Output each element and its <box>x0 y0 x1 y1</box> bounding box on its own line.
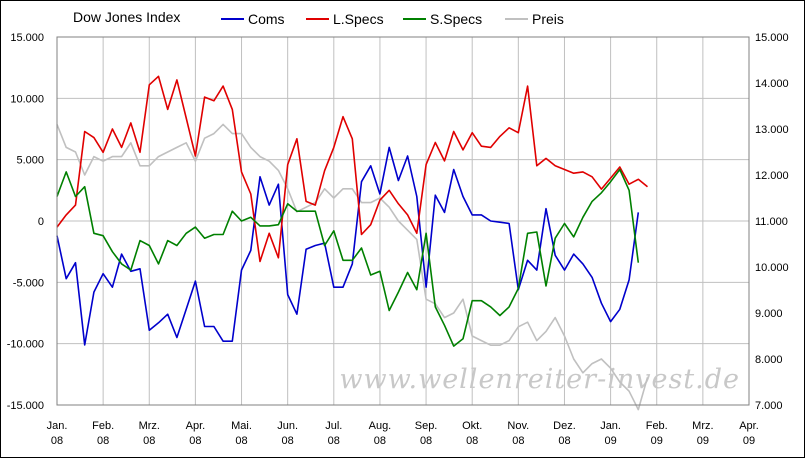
y-axis-right: 7.000 8.000 9.000 10.000 11.000 12.000 13.000 1… <box>755 32 789 412</box>
x-tick-year: 08 <box>558 435 570 447</box>
x-tick-month: Jul. <box>325 420 342 432</box>
x-tick-month: Mrz. <box>139 420 160 432</box>
plot-border <box>56 36 750 406</box>
x-tick-month: Nov. <box>507 420 529 432</box>
y-right-tick-label: 12.000 <box>755 170 789 182</box>
y-left-tick-label: 0 <box>38 216 44 228</box>
y-left-tick-label: 15.000 <box>10 32 44 44</box>
x-tick-month: Apr. <box>186 420 206 432</box>
x-tick-year: 08 <box>420 435 432 447</box>
series-line-preis <box>56 123 649 411</box>
y-right-tick-label: 15.000 <box>755 32 789 44</box>
legend-label: S.Specs <box>430 11 482 27</box>
x-tick-month: Sep. <box>415 420 438 432</box>
x-tick-year: 09 <box>604 435 616 447</box>
series-line-coms <box>56 146 640 346</box>
y-left-tick-label: -15.000 <box>7 400 44 412</box>
x-tick-month: Mai. <box>231 420 252 432</box>
watermark: www.wellenreiter-invest.de <box>339 364 740 395</box>
x-tick-year: 08 <box>374 435 386 447</box>
x-tick-month: Apr. <box>739 420 759 432</box>
series-line-s-specs <box>56 168 640 347</box>
x-tick-year: 08 <box>328 435 340 447</box>
y-right-tick-label: 7.000 <box>755 400 783 412</box>
x-tick-year: 08 <box>235 435 247 447</box>
x-tick-month: Feb. <box>92 420 114 432</box>
y-right-tick-label: 13.000 <box>755 124 789 136</box>
x-axis: Jan. 08 Feb. 08 Mrz. 08 Apr. 08 Mai. 08 Jun. 08 Jul.… <box>47 420 759 447</box>
y-left-tick-label: 10.000 <box>10 93 44 105</box>
y-axis-left: -15.000 -10.000 -5.000 0 5.000 10.000 15.000 <box>7 32 44 412</box>
x-tick-year: 09 <box>697 435 709 447</box>
x-tick-month: Jan. <box>47 420 68 432</box>
legend-label: Coms <box>248 11 285 27</box>
x-tick-year: 08 <box>466 435 478 447</box>
legend: Coms L.Specs S.Specs Preis <box>221 11 564 27</box>
y-left-tick-label: -5.000 <box>13 277 44 289</box>
x-tick-year: 08 <box>97 435 109 447</box>
y-left-tick-label: -10.000 <box>7 339 44 351</box>
series-line-l-specs <box>56 75 649 263</box>
x-tick-month: Okt. <box>462 420 482 432</box>
y-right-tick-label: 8.000 <box>755 354 783 366</box>
x-tick-month: Jun. <box>277 420 298 432</box>
legend-label: L.Specs <box>333 11 384 27</box>
x-tick-month: Aug. <box>369 420 392 432</box>
x-tick-month: Feb. <box>646 420 668 432</box>
series-layer <box>56 75 649 411</box>
x-tick-month: Dez. <box>553 420 576 432</box>
y-right-tick-label: 10.000 <box>755 262 789 274</box>
y-right-tick-label: 11.000 <box>755 216 788 228</box>
x-tick-year: 09 <box>651 435 663 447</box>
legend-label: Preis <box>532 11 564 27</box>
y-left-tick-label: 5.000 <box>16 155 44 167</box>
x-tick-year: 08 <box>51 435 63 447</box>
x-tick-year: 08 <box>512 435 524 447</box>
chart-title: Dow Jones Index <box>73 9 180 25</box>
x-tick-year: 09 <box>743 435 755 447</box>
x-tick-month: Jan. <box>600 420 621 432</box>
x-tick-month: Mrz. <box>692 420 713 432</box>
x-tick-year: 08 <box>189 435 201 447</box>
x-tick-year: 08 <box>143 435 155 447</box>
y-right-tick-label: 9.000 <box>755 308 783 320</box>
x-tick-year: 08 <box>282 435 294 447</box>
y-right-tick-label: 14.000 <box>755 78 789 90</box>
